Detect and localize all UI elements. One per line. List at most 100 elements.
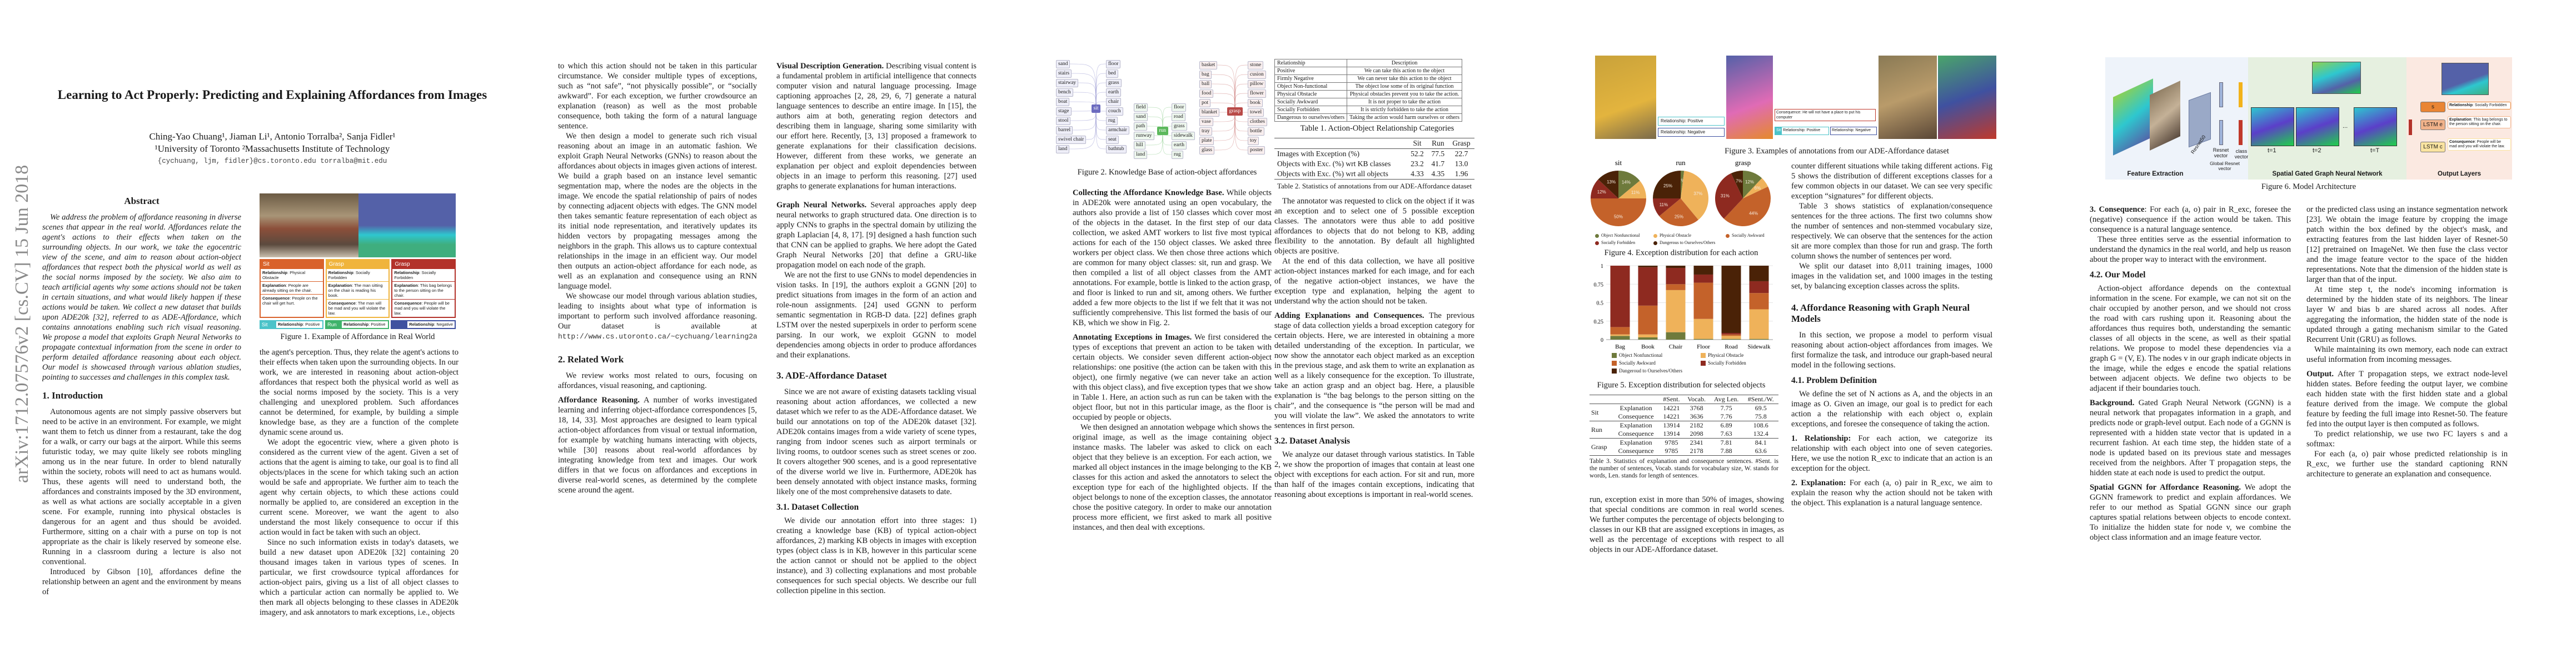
table-cell: 77.5 bbox=[1431, 150, 1445, 158]
example-image bbox=[1879, 56, 1937, 139]
kb-edge bbox=[1234, 111, 1248, 141]
fused-vector bbox=[2409, 120, 2412, 135]
output-label: Consequence bbox=[2449, 140, 2475, 144]
table-cell: Explanation bbox=[1620, 421, 1652, 429]
output-value: : Socially Forbidden bbox=[2473, 103, 2507, 107]
explanation-label: Explanation bbox=[328, 283, 352, 288]
kb-object-node: glass bbox=[1199, 146, 1214, 155]
run-in-heading: Graph Neural Networks. bbox=[776, 201, 867, 210]
kb-object-node: couch bbox=[1106, 107, 1123, 116]
kb-edge bbox=[1234, 74, 1248, 112]
table-cell: 2341 bbox=[1690, 439, 1703, 446]
table-header-row: #Sent. Vocab. Avg Len. #Sent./W. bbox=[1590, 395, 1778, 404]
table-cell: 23.2 bbox=[1411, 160, 1424, 168]
table-cell: 7.75 bbox=[1720, 404, 1732, 412]
legend-label: Socially Forbidden bbox=[1601, 240, 1636, 245]
problem-definition-heading: 4.1. Problem Definition bbox=[1791, 376, 1877, 385]
explanation-text: People are already sitting on the chair. bbox=[262, 283, 312, 293]
table-cell: 13914 bbox=[1663, 430, 1680, 437]
legend-swatch bbox=[1612, 353, 1617, 358]
action-header: Sit bbox=[261, 260, 323, 268]
figure-6: Resnet50 Resnet vector class vector Glob… bbox=[2105, 57, 2512, 180]
pie-title: run bbox=[1676, 158, 1686, 167]
scene-photo bbox=[260, 193, 358, 257]
bar-segment bbox=[1666, 266, 1686, 268]
dataset-heading: 3. ADE-Affordance Dataset bbox=[776, 370, 887, 381]
kb-edge bbox=[1234, 64, 1248, 112]
pie-slice bbox=[1591, 198, 1646, 226]
annotation-label: Consequence: He will not have a place to… bbox=[1775, 109, 1876, 121]
bar-segment bbox=[1693, 282, 1713, 319]
text: We adopt the GGNN framework to predict a… bbox=[2090, 483, 2291, 542]
pie-slice bbox=[1723, 186, 1771, 227]
page5-col1: 3. Consequence: For each (a, o) pair in … bbox=[2090, 205, 2291, 624]
kb-object-node: floor bbox=[1106, 60, 1121, 68]
bar-segment bbox=[1693, 339, 1713, 340]
run-in-heading: 2. Explanation: bbox=[1791, 479, 1846, 487]
figure-5: 0 0.25 0.5 0.75 1 Bag Book Chair Floor Road Sidewa… bbox=[1590, 260, 1778, 380]
kb-edge bbox=[1078, 82, 1097, 109]
resnet-vector bbox=[2219, 82, 2223, 107]
intro-paragraph: Introduced by Gibson [10], affordances d… bbox=[42, 568, 241, 596]
kb-object-node: armchair bbox=[1106, 126, 1129, 135]
kb-object-node: stage bbox=[1056, 107, 1072, 116]
table-cell: Physical obstacles prevent you to take t… bbox=[1347, 90, 1462, 98]
paragraph: Output. After T propagation steps, we ex… bbox=[2306, 369, 2508, 429]
table-row: Object Non-functional The object lose som… bbox=[1274, 82, 1462, 91]
bar-segment bbox=[1666, 290, 1686, 332]
bar-segment bbox=[1749, 309, 1769, 339]
kb-object-node: toy bbox=[1248, 137, 1259, 145]
text: Gated Graph Neural Network (GGNN) is a n… bbox=[2090, 399, 2291, 477]
propagation-step bbox=[2296, 107, 2339, 146]
bar-segment bbox=[1721, 333, 1741, 335]
table-cell: 22.7 bbox=[1454, 150, 1468, 158]
table-row: Firmly Negative We can never take this ac… bbox=[1274, 74, 1462, 83]
table-cell: 7.76 bbox=[1720, 412, 1732, 420]
stacked-bar-chart: 0 0.25 0.5 0.75 1 Bag Book Chair Floor Road Sidewa… bbox=[1594, 263, 1773, 350]
relationship-text: Socially Forbidden bbox=[328, 270, 370, 280]
relationship-label: Relationship bbox=[409, 322, 435, 327]
paragraph: We adopt the egocentric view, where a gi… bbox=[260, 438, 459, 537]
table-cell: The object lose some of its original fun… bbox=[1347, 82, 1462, 91]
relationship-row: Relationship: Socially Forbidden bbox=[326, 268, 389, 281]
pie-slice bbox=[1591, 179, 1618, 198]
paragraph: 2. Explanation: For each (a, o) pair in … bbox=[1791, 478, 1992, 508]
y-tick-label: 0.75 bbox=[1594, 282, 1604, 288]
class-vector bbox=[2239, 120, 2243, 145]
dataset-link[interactable]: http://www.cs.utoronto.ca/~cychuang/lear… bbox=[558, 332, 757, 341]
x-tick-label: Floor bbox=[1697, 344, 1710, 350]
table-cell: Dangerous to ourselves/others bbox=[1274, 113, 1348, 122]
text: After T propagation steps, we extract no… bbox=[2306, 370, 2508, 429]
paragraph: Action-object affordance depends on the … bbox=[2090, 284, 2291, 393]
legend-item: Socially Awkward bbox=[1612, 360, 1656, 366]
kb-edge bbox=[1212, 111, 1235, 132]
section-label: Spatial Gated Graph Neural Network bbox=[2272, 171, 2383, 177]
table-cell: 84.1 bbox=[1755, 439, 1767, 446]
text: We showcase our model through various ab… bbox=[558, 292, 757, 331]
run-in-heading: 3. Consequence bbox=[2090, 205, 2145, 214]
kb-edge bbox=[1211, 74, 1235, 112]
pie-title: sit bbox=[1615, 158, 1622, 167]
pie-slice-label: 44% bbox=[1749, 211, 1758, 216]
consequence-row: Consequence: The man will be mad and you… bbox=[326, 299, 389, 317]
table-row: Dangerous to ourselves/others Taking the … bbox=[1274, 113, 1462, 122]
table-1: Relationship Description Positive We can ta… bbox=[1274, 59, 1486, 133]
x-tick-label: Sidewalk bbox=[1748, 344, 1771, 350]
annotation-label: Relationship: Positive bbox=[1658, 117, 1725, 126]
table-3-caption: Table 3. Statistics of explanation and c… bbox=[1590, 458, 1778, 479]
table-2-caption: Table 2. Statistics of annotations from … bbox=[1277, 182, 1472, 190]
paragraph: Adding Explanations and Consequences. Th… bbox=[1274, 311, 1474, 431]
legend-swatch bbox=[1612, 361, 1617, 366]
table-cell: It is not proper to take the action bbox=[1347, 98, 1462, 106]
page5-col2: or the predicted class using an instance… bbox=[2306, 205, 2508, 624]
relationship-text: Relationship: Negative bbox=[409, 322, 454, 327]
our-model-heading: 4.2. Our Model bbox=[2090, 270, 2146, 280]
table-header: Run bbox=[1432, 139, 1444, 147]
table-cell: Objects with Exc. (%) wrt KB classes bbox=[1277, 160, 1391, 168]
legend-label: Socially Awkward bbox=[1619, 360, 1656, 366]
consequence-text: The man will be mad and you will violate… bbox=[328, 301, 386, 316]
table-cell: Firmly Negative bbox=[1274, 74, 1348, 83]
text: The previous stage of data collection yi… bbox=[1274, 311, 1474, 430]
kb-object-node: bench bbox=[1056, 88, 1073, 97]
legend-swatch bbox=[1653, 233, 1657, 238]
